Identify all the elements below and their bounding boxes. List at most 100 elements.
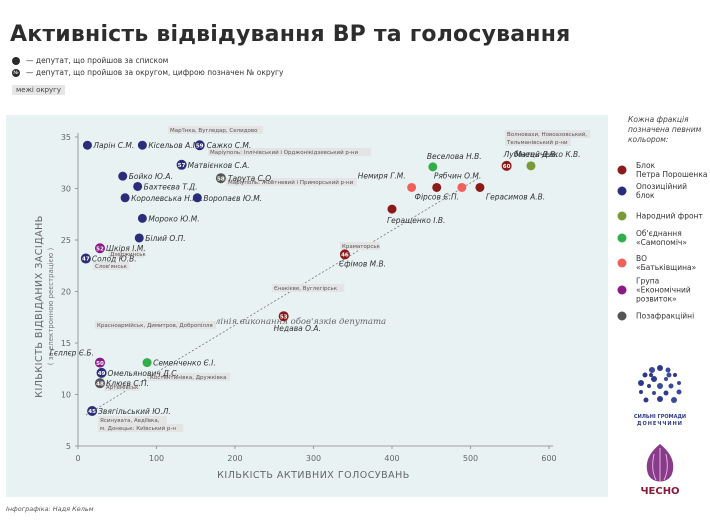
- region-label: м. Донецьк: Київський р-н: [100, 425, 176, 432]
- hromady-logo-dot: [642, 372, 648, 378]
- point-label: Герасимов А.В.: [486, 192, 545, 201]
- point-label: Сажко С.М.: [207, 141, 252, 150]
- hromady-logo-dot: [666, 372, 672, 378]
- hromady-logo-dot: [649, 367, 655, 373]
- data-point: [94, 357, 105, 368]
- legend-list-text: — депутат, що пройшов за списком: [26, 56, 169, 65]
- region-label: Дзержинськ: [110, 252, 146, 258]
- y-tick-label: 30: [61, 185, 71, 194]
- hromady-logo-dot: [647, 384, 651, 388]
- hromady-logo-dot: [643, 397, 649, 403]
- region-bg: [104, 383, 141, 391]
- point-label: Клюєв С.П.: [106, 379, 149, 388]
- district-number: 45: [88, 409, 96, 415]
- hromady-logo-dot: [671, 397, 677, 403]
- district-number: 58: [217, 176, 225, 182]
- district-number: 60: [503, 164, 511, 170]
- credit: Інфографіка: Надя Кельм: [6, 505, 94, 513]
- data-point: [475, 182, 485, 192]
- legend-list: — депутат, що пройшов за списком: [12, 56, 168, 65]
- region-bg: [272, 284, 345, 292]
- district-number: 48: [96, 381, 104, 387]
- region-label: Артемівськ: [106, 385, 139, 391]
- plot-background: [6, 115, 608, 497]
- region-bg: [208, 148, 372, 156]
- y-axis-sublabel: ( за електронною реєстрацією ): [47, 247, 55, 365]
- point-label: Кісельов А.М.: [148, 141, 201, 150]
- faction-label: Позафракційні: [636, 312, 694, 321]
- point-label: Немиря Г.М.: [358, 171, 406, 180]
- point-label: Воропаєв Ю.М.: [203, 194, 262, 203]
- data-point: [87, 405, 98, 416]
- hromady-logo-dot: [664, 377, 668, 381]
- faction-swatch: [617, 211, 627, 221]
- region-label: Красноармійськ, Димитров, Добропілля: [97, 322, 213, 329]
- faction-swatch: [617, 186, 627, 196]
- point-label: Звягільський Ю.Л.: [98, 407, 171, 416]
- hromady-logo-dot: [657, 365, 663, 371]
- district-bounds-legend: межі округу: [12, 85, 65, 95]
- y-tick-label: 20: [61, 288, 71, 297]
- point-label: Семенченко Є.І.: [153, 359, 216, 368]
- faction-label: Опозиційний: [636, 182, 687, 191]
- hromady-logo-dot: [657, 396, 663, 402]
- list-marker-icon: [12, 56, 20, 65]
- point-label: Омельянович Д.С.: [108, 369, 179, 378]
- y-tick-label: 25: [61, 236, 71, 245]
- region-bg: [505, 130, 591, 138]
- data-point: [526, 161, 536, 171]
- region-label: Тельманівський р-ни: [506, 139, 568, 146]
- hromady-logo-dot: [639, 390, 643, 394]
- x-tick-label: 0: [75, 454, 80, 463]
- point-label: Матейченко К.В.: [515, 150, 581, 159]
- hromady-logo-dot: [649, 373, 653, 377]
- region-bg: [98, 416, 167, 424]
- point-label: Веселова Н.В.: [427, 152, 482, 161]
- region-label: Мар'їнка, Вугледар, Селидово: [170, 128, 258, 134]
- legend-district-text: — депутат, що пройшов за округом, цифрою…: [26, 68, 284, 77]
- region-bg: [93, 262, 130, 270]
- page-title: Активність відвідування ВР та голосуванн…: [10, 22, 571, 47]
- district-number: 53: [280, 314, 288, 320]
- faction-swatch: [617, 233, 627, 243]
- region-label: Краматорськ: [342, 244, 381, 250]
- x-tick-label: 400: [384, 454, 399, 463]
- faction-label: Об'єднання: [636, 229, 682, 238]
- hromady-logo-dot: [651, 376, 657, 382]
- data-point: [176, 159, 187, 170]
- data-points: Ларін С.М. Кісельов А.М.59 Сажко С.М.57 Мат…: [50, 140, 581, 416]
- region-label: Костянтинівка, Дружківка: [150, 375, 227, 381]
- faction-note: позначена певним: [628, 125, 702, 134]
- region-bg: [98, 424, 184, 432]
- data-point: [134, 233, 144, 243]
- hromady-logo-text: ДОНЕЧЧИНИ: [637, 421, 683, 427]
- data-point: [94, 243, 105, 254]
- region-bg: [226, 178, 357, 186]
- hromady-logo-dot: [652, 391, 656, 395]
- hromady-logo-text: СИЛЬНІ ГРОМАДИ: [634, 414, 686, 420]
- data-point: [80, 253, 91, 264]
- district-marker-icon: №: [12, 68, 20, 77]
- data-point: [94, 378, 105, 389]
- region-bg: [95, 321, 216, 329]
- faction-swatch: [617, 165, 627, 175]
- hromady-logo-dot: [677, 381, 681, 385]
- region-bg: [505, 138, 571, 146]
- point-label: Гєллєр Є.Б.: [50, 349, 94, 358]
- faction-note: Кожна фракція: [628, 115, 689, 124]
- y-tick-label: 15: [61, 339, 71, 348]
- region-label: Ясинувата, Авдіївка,: [100, 418, 160, 424]
- x-axis-label: КІЛЬКІСТЬ АКТИВНИХ ГОЛОСУВАНЬ: [217, 470, 410, 481]
- faction-label: Блок: [636, 161, 656, 170]
- data-point: [278, 311, 289, 322]
- region-bg: [108, 250, 145, 258]
- faction-swatch: [617, 285, 627, 295]
- hromady-logo-dot: [638, 380, 644, 386]
- point-label: Бойко Ю.А.: [129, 172, 173, 181]
- point-label: Ларін С.М.: [92, 141, 134, 150]
- faction-label: «Батьківщина»: [636, 263, 697, 272]
- x-tick-label: 500: [463, 454, 478, 463]
- data-point: [407, 182, 417, 192]
